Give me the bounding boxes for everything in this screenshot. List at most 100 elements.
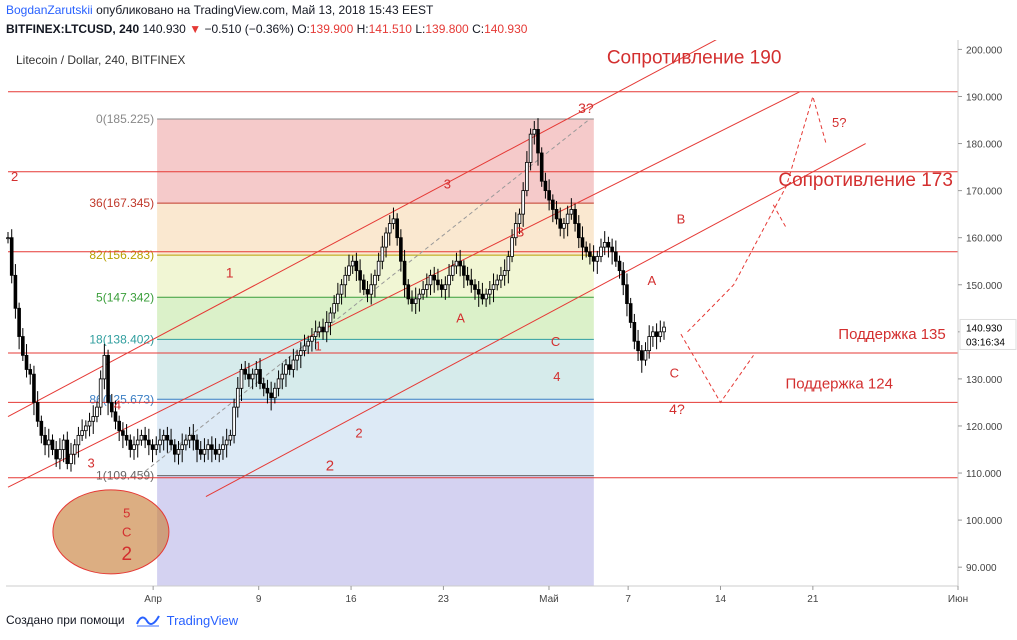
close-label: C: (472, 22, 485, 36)
candle-body (143, 434, 147, 441)
candle-body (343, 274, 348, 286)
projection-path (687, 94, 827, 333)
candle-body (380, 246, 385, 262)
fib-level-label: 18(138.402) (89, 332, 154, 346)
symbol-label: BITFINEX:LTCUSD, 240 (6, 22, 140, 36)
candle-body (628, 303, 633, 323)
y-tick-label: 150.000 (966, 281, 1003, 292)
candle-body (588, 251, 592, 257)
candle-body (158, 439, 162, 446)
wave-annotation: 5? (832, 115, 846, 130)
wave-annotation: C (551, 334, 560, 349)
fib-zone (157, 118, 594, 204)
fib-zone (157, 339, 594, 400)
wave-annotation: A (648, 273, 657, 288)
candle-body (573, 209, 577, 224)
candle-body (425, 284, 429, 290)
candle-body (580, 237, 585, 248)
candle-body (510, 237, 514, 257)
candle-body (528, 133, 533, 163)
candle-body (488, 289, 492, 295)
publication-line: BogdanZarutskii опубликовано на TradingV… (6, 3, 433, 17)
candle-body (91, 416, 96, 422)
wave-annotation: 2 (11, 169, 18, 184)
author-link[interactable]: BogdanZarutskii (6, 3, 93, 17)
candle-body (465, 274, 470, 281)
y-tick-label: 180.000 (966, 140, 1003, 151)
candle-body (84, 425, 88, 432)
tradingview-link[interactable]: TradingView (135, 612, 238, 628)
down-arrow-icon: ▼ (189, 22, 202, 36)
candle-body (365, 289, 370, 295)
wave-annotation: Поддержка 124 (786, 375, 893, 392)
wave-annotation: 1 (314, 339, 321, 354)
wave-annotation: 3? (578, 100, 594, 116)
candle-body (506, 256, 511, 272)
price-chart[interactable]: 0(185.225) 36(167.345) 82(156.283) 5(147.34… (6, 1, 1017, 610)
open-value: 139.900 (309, 22, 354, 36)
candle-body (395, 218, 399, 239)
candle-body (224, 439, 229, 446)
candle-body (98, 378, 103, 408)
candle-body (502, 270, 507, 276)
fib-extension-zone (157, 475, 594, 586)
candle-body (195, 439, 199, 450)
candle-body (172, 444, 177, 455)
x-tick-label: 21 (807, 594, 819, 605)
wave-annotation: C (670, 365, 679, 380)
candle-body (235, 387, 240, 408)
trend-line (139, 119, 589, 476)
candle-body (495, 279, 500, 286)
candle-body (132, 444, 136, 450)
candle-body (276, 378, 281, 389)
chart-title: Litecoin / Dollar, 240, BITFINEX (16, 53, 185, 67)
candle-body (406, 284, 411, 300)
candle-body (421, 289, 425, 295)
candle-body (491, 284, 496, 290)
candle-body (302, 345, 307, 352)
candle-body (247, 373, 251, 380)
candle-body (547, 190, 551, 201)
candle-body (525, 161, 529, 192)
candle-body (617, 260, 622, 272)
candle-body (6, 237, 10, 240)
candle-body (565, 213, 570, 224)
wave-annotation: Сопротивление 190 (607, 48, 782, 69)
fib-level-label: 1(109.459) (96, 469, 154, 483)
candle-body (298, 350, 303, 356)
candle-body (391, 218, 396, 224)
candle-body (228, 434, 233, 441)
candle-body (21, 336, 25, 356)
candle-body (54, 449, 58, 460)
chart-canvas[interactable]: 0(185.225) 36(167.345) 82(156.283) 5(147.34… (6, 1, 1017, 610)
wave-annotation: 4? (669, 401, 685, 417)
candle-body (387, 223, 392, 234)
last-price-label: 140.930 (966, 323, 1003, 334)
candle-body (35, 402, 40, 422)
y-tick-label: 190.000 (966, 92, 1003, 103)
candle-body (43, 434, 47, 446)
candle-body (576, 223, 581, 239)
x-tick-label: 9 (256, 594, 262, 605)
created-with-text: Создано при помощи (6, 613, 125, 627)
high-label: H: (356, 22, 369, 36)
x-tick-label: Апр (144, 594, 162, 605)
candle-body (354, 260, 359, 272)
candle-body (562, 223, 566, 229)
ohlc-line: BITFINEX:LTCUSD, 240 140.930 ▼ −0.510 (−… (6, 22, 527, 36)
candle-body (643, 350, 648, 361)
x-tick-label: 23 (438, 594, 450, 605)
candle-body (87, 420, 92, 427)
candle-body (28, 369, 33, 375)
last-price-box (959, 318, 1017, 350)
candle-body (625, 284, 629, 304)
x-tick-label: 14 (715, 594, 727, 605)
candle-body (428, 274, 433, 286)
y-tick-label: 110.000 (966, 469, 1002, 480)
price-change: −0.510 (−0.36%) (204, 22, 294, 36)
candle-body (58, 449, 62, 460)
close-value: 140.930 (484, 22, 528, 36)
candle-body (554, 209, 559, 220)
wave-annotation: 3 (88, 455, 95, 470)
candle-body (632, 322, 637, 342)
